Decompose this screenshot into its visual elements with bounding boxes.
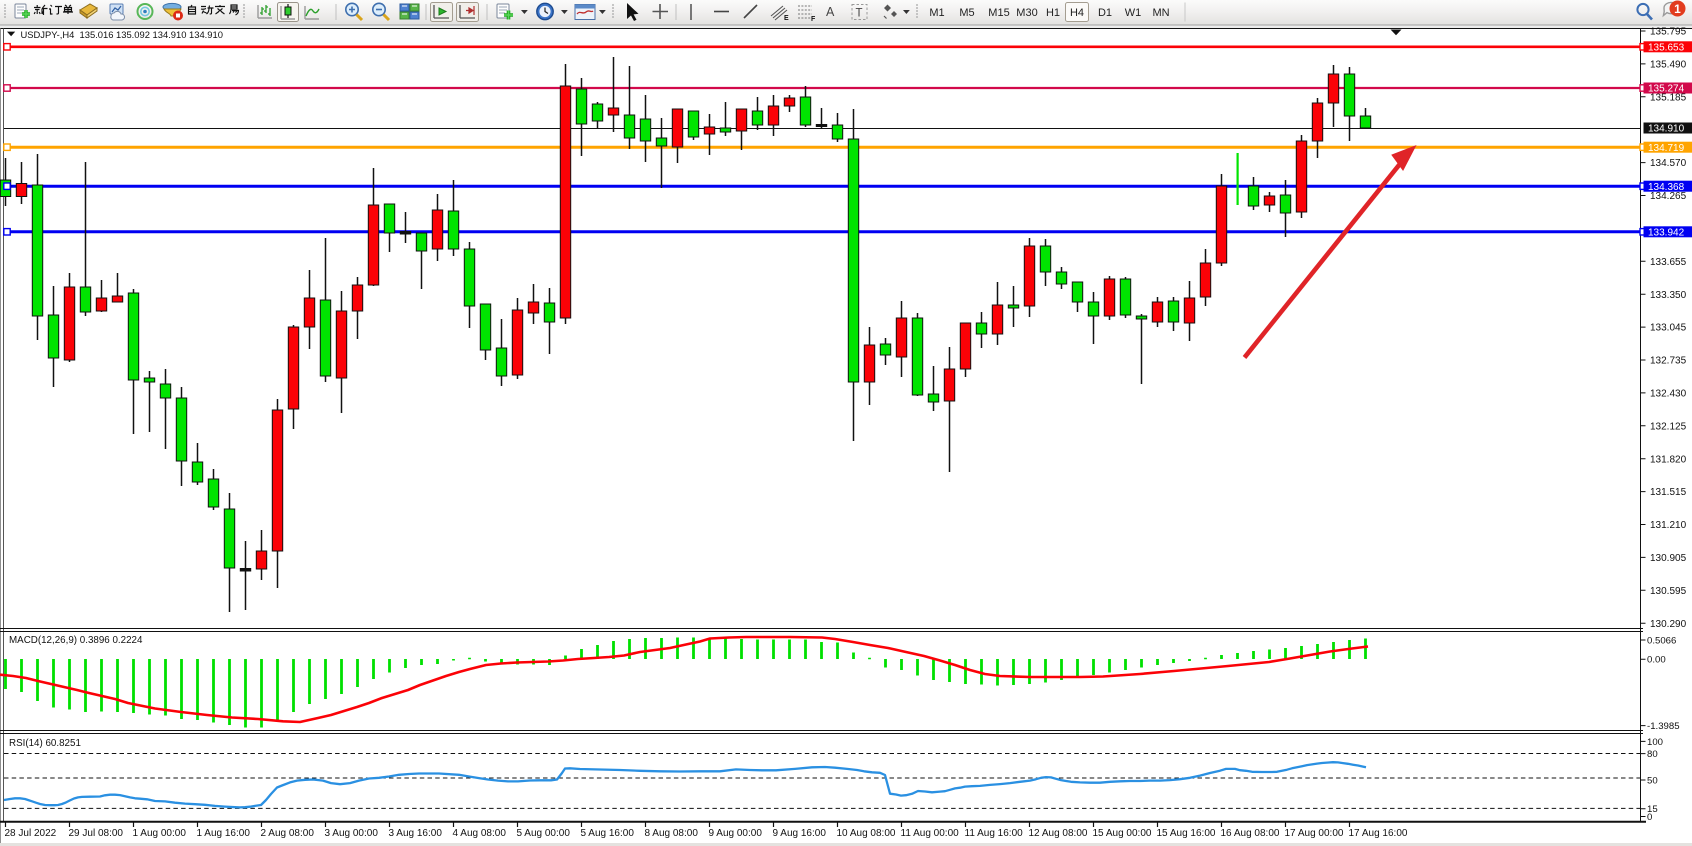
svg-text:2 Aug 08:00: 2 Aug 08:00: [261, 828, 315, 839]
svg-text:M30: M30: [1016, 7, 1037, 19]
svg-text:0: 0: [1647, 812, 1652, 823]
svg-text:MACD(12,26,9) 0.3896 0.2224: MACD(12,26,9) 0.3896 0.2224: [9, 635, 143, 646]
svg-text:132.430: 132.430: [1650, 389, 1687, 400]
svg-text:USDJPY-,H4 135.016 135.092 13: USDJPY-,H4 135.016 135.092 134.910 134.9…: [21, 29, 223, 40]
svg-text:9 Aug 16:00: 9 Aug 16:00: [773, 828, 827, 839]
svg-text:131.820: 131.820: [1650, 454, 1687, 465]
svg-text:M15: M15: [988, 7, 1009, 19]
svg-text:134.910: 134.910: [1648, 124, 1685, 135]
svg-text:RSI(14) 60.8251: RSI(14) 60.8251: [9, 738, 81, 749]
svg-text:135.490: 135.490: [1650, 60, 1687, 71]
svg-text:4 Aug 08:00: 4 Aug 08:00: [453, 828, 507, 839]
svg-text:133.350: 133.350: [1650, 290, 1687, 301]
svg-text:M1: M1: [929, 7, 944, 19]
svg-text:130.290: 130.290: [1650, 619, 1687, 630]
svg-text:16 Aug 08:00: 16 Aug 08:00: [1221, 828, 1280, 839]
svg-text:11 Aug 16:00: 11 Aug 16:00: [965, 828, 1024, 839]
svg-text:1: 1: [1674, 2, 1681, 16]
svg-text:28 Jul 2022: 28 Jul 2022: [5, 828, 57, 839]
svg-text:D1: D1: [1098, 7, 1112, 19]
svg-text:131.210: 131.210: [1650, 520, 1687, 531]
svg-text:135.274: 135.274: [1648, 84, 1685, 95]
svg-text:15: 15: [1647, 804, 1658, 815]
svg-text:0.5066: 0.5066: [1647, 635, 1676, 646]
svg-text:M5: M5: [959, 7, 974, 19]
svg-text:135.185: 135.185: [1650, 92, 1687, 103]
svg-text:130.905: 130.905: [1650, 553, 1687, 564]
svg-text:130.595: 130.595: [1650, 586, 1687, 597]
svg-text:134.719: 134.719: [1648, 143, 1685, 154]
svg-text:17 Aug 00:00: 17 Aug 00:00: [1285, 828, 1344, 839]
svg-text:131.515: 131.515: [1650, 487, 1687, 498]
svg-text:100: 100: [1647, 737, 1663, 748]
svg-text:17 Aug 16:00: 17 Aug 16:00: [1349, 828, 1408, 839]
svg-text:9 Aug 00:00: 9 Aug 00:00: [709, 828, 763, 839]
svg-text:135.653: 135.653: [1648, 42, 1685, 53]
svg-text:5 Aug 16:00: 5 Aug 16:00: [581, 828, 635, 839]
svg-text:1 Aug 16:00: 1 Aug 16:00: [197, 828, 251, 839]
svg-text:0.00: 0.00: [1647, 655, 1666, 666]
svg-text:8 Aug 08:00: 8 Aug 08:00: [645, 828, 699, 839]
svg-text:5 Aug 00:00: 5 Aug 00:00: [517, 828, 571, 839]
svg-text:MN: MN: [1152, 7, 1169, 19]
svg-text:133.045: 133.045: [1650, 323, 1687, 334]
svg-text:80: 80: [1647, 749, 1658, 760]
svg-text:-1.3985: -1.3985: [1647, 721, 1680, 732]
svg-text:W1: W1: [1125, 7, 1142, 19]
svg-text:H4: H4: [1070, 7, 1084, 19]
svg-text:135.795: 135.795: [1650, 27, 1687, 38]
svg-text:50: 50: [1647, 775, 1658, 786]
svg-text:H1: H1: [1046, 7, 1060, 19]
svg-text:E: E: [784, 15, 789, 22]
svg-text:12 Aug 08:00: 12 Aug 08:00: [1029, 828, 1088, 839]
svg-text:134.570: 134.570: [1650, 158, 1687, 169]
svg-text:F: F: [811, 16, 816, 23]
svg-text:133.655: 133.655: [1650, 257, 1687, 268]
svg-text:134.368: 134.368: [1648, 182, 1685, 193]
svg-text:132.735: 132.735: [1650, 356, 1687, 367]
svg-text:134.265: 134.265: [1650, 191, 1687, 202]
svg-text:A: A: [826, 5, 835, 19]
svg-text:133.942: 133.942: [1648, 227, 1685, 238]
svg-text:15 Aug 16:00: 15 Aug 16:00: [1157, 828, 1216, 839]
svg-text:15 Aug 00:00: 15 Aug 00:00: [1093, 828, 1152, 839]
svg-text:1 Aug 00:00: 1 Aug 00:00: [133, 828, 187, 839]
svg-text:29 Jul 08:00: 29 Jul 08:00: [69, 828, 124, 839]
svg-text:3 Aug 00:00: 3 Aug 00:00: [325, 828, 379, 839]
svg-text:11 Aug 00:00: 11 Aug 00:00: [901, 828, 960, 839]
svg-text:T: T: [856, 8, 863, 20]
svg-text:3 Aug 16:00: 3 Aug 16:00: [389, 828, 443, 839]
svg-text:10 Aug 08:00: 10 Aug 08:00: [837, 828, 896, 839]
svg-text:132.125: 132.125: [1650, 421, 1687, 432]
